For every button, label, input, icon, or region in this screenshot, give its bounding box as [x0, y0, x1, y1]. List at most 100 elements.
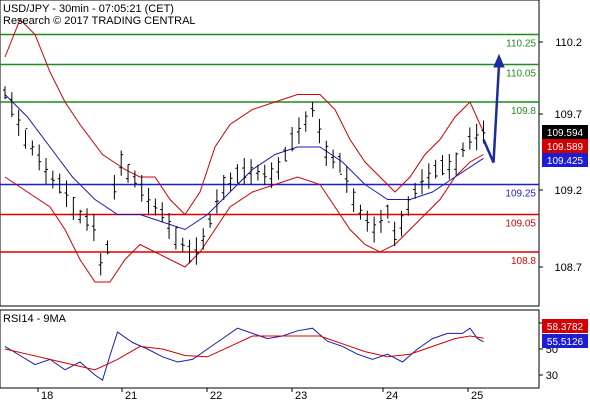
ohlc-bar — [255, 164, 260, 181]
ohlc-bar — [71, 197, 76, 220]
ohlc-bar — [167, 212, 172, 239]
ohlc-bar — [126, 163, 131, 183]
ohlc-bar — [440, 155, 445, 176]
ohlc-bar — [303, 111, 308, 132]
level-label-109.05: 109.05 — [505, 219, 536, 230]
ohlc-bar — [378, 209, 383, 233]
ohlc-bar — [385, 204, 390, 223]
ohlc-bar — [85, 208, 90, 231]
ohlc-bar — [399, 210, 404, 237]
ohlc-bar — [310, 101, 315, 117]
ohlc-bar — [57, 173, 62, 194]
time-tick-label: 18 — [41, 390, 53, 400]
ohlc-bar — [269, 162, 274, 189]
ohlc-bar — [119, 150, 124, 176]
levels-layer: 110.25 110.05 109.8 109.25 109.05 108.8 — [0, 33, 539, 267]
rsi-lines-layer — [4, 327, 484, 382]
rsi-panel-frame — [0, 309, 540, 389]
ohlc-bar — [112, 174, 117, 200]
ohlc-bar — [454, 152, 459, 176]
ohlc-bar — [249, 159, 254, 185]
price-tick-label: 110.2 — [555, 37, 582, 49]
price-value-tag-label: 109.589 — [547, 142, 584, 153]
level-label-109.8: 109.8 — [511, 106, 536, 117]
ohlc-bar — [91, 213, 96, 242]
rsi-value-tag-box — [542, 319, 588, 333]
ohlc-bar — [173, 227, 178, 250]
bollinger-upper-line — [4, 18, 484, 216]
ohlc-bar — [160, 202, 165, 223]
ohlc-bar — [331, 149, 336, 169]
time-tick-label: 23 — [295, 390, 307, 400]
level-label-110.05: 110.05 — [506, 69, 536, 80]
rsi-value-tag-label: 58.3782 — [547, 322, 584, 333]
time-axis: 18 21 22 23 24 25 — [0, 387, 539, 400]
ohlc-bar — [372, 216, 377, 243]
ohlc-bar — [474, 123, 479, 151]
rsi-value-tag: 55.5126 — [542, 334, 588, 348]
price-tick-label: 109.2 — [554, 185, 582, 197]
ohlc-bar — [406, 196, 411, 216]
price-value-tag-box — [542, 139, 588, 153]
price-value-tag: 109.594 — [542, 125, 588, 139]
time-tick-label: 21 — [125, 390, 137, 400]
price-tick-label: 108.7 — [554, 262, 582, 274]
ohlc-bar — [37, 144, 42, 171]
level-label-108.8: 108.8 — [511, 256, 536, 267]
ohlc-bar — [433, 159, 438, 179]
ohlc-bar — [180, 237, 185, 252]
ohlc-bar — [139, 174, 144, 202]
ohlc-bar — [132, 170, 137, 188]
indicator-layer — [4, 18, 484, 283]
ohlc-bar — [467, 127, 472, 150]
price-value-tag: 109.589 — [542, 139, 588, 153]
ohlc-bar — [23, 128, 28, 149]
ohlc-bar — [50, 170, 55, 189]
forecast-layer — [482, 53, 505, 163]
price-axis: 110.2 109.7 109.2 108.7 — [539, 37, 582, 274]
rsi-value-tag-label: 55.5126 — [547, 337, 584, 348]
chart-title: USD/JPY - 30min - 07:05:21 (CET) — [3, 3, 174, 15]
rsi-value-tag-box — [542, 334, 588, 348]
forecast-arrowhead — [493, 53, 505, 68]
price-value-tag-box — [542, 153, 588, 167]
ohlc-bar — [9, 92, 14, 118]
rsi-panel: RSI14 - 9MA — [0, 309, 540, 389]
price-value-tag: 109.425 — [542, 153, 588, 167]
ohlc-bar — [290, 126, 295, 152]
ohlc-bar — [413, 182, 418, 199]
price-value-tag-label: 109.594 — [547, 128, 584, 139]
ohlc-bar — [392, 221, 397, 246]
ohlc-bar — [30, 140, 35, 156]
ohlc-bar — [194, 237, 199, 265]
ohlc-bar — [64, 180, 69, 208]
ohlc-bar — [324, 140, 329, 166]
ohlc-bar — [146, 188, 151, 214]
ohlc-bar — [187, 239, 192, 264]
value-tags-layer: 109.594 109.589 109.425 58.3782 55.5126 — [542, 125, 588, 348]
ohlc-bar — [426, 163, 431, 189]
ohlc-bar — [351, 188, 356, 213]
price-value-tag-label: 109.425 — [547, 156, 584, 167]
ohlc-bar — [201, 228, 206, 250]
ohlc-bar — [221, 175, 226, 200]
ohlc-bar — [3, 86, 7, 100]
ohlc-bar — [317, 118, 322, 144]
bollinger-lower-line — [4, 154, 484, 283]
ohlc-bar — [460, 142, 465, 158]
ohlc-bar — [105, 240, 110, 255]
ohlc-bar — [214, 189, 219, 214]
rsi-tick-label: 30 — [546, 370, 558, 382]
ohlc-bar — [153, 198, 158, 216]
ohlc-bar — [262, 164, 267, 186]
ohlc-bar — [44, 157, 49, 184]
level-label-110.25: 110.25 — [506, 39, 536, 50]
chart-subtitle: Research © 2017 TRADING CENTRAL — [3, 15, 196, 27]
time-tick-label: 24 — [386, 390, 398, 400]
rsi-value-tag: 58.3782 — [542, 319, 588, 333]
ohlc-bar — [296, 117, 301, 144]
ohlc-bar — [242, 157, 247, 185]
price-value-tag-box — [542, 125, 588, 139]
ohlc-bar — [344, 166, 349, 193]
